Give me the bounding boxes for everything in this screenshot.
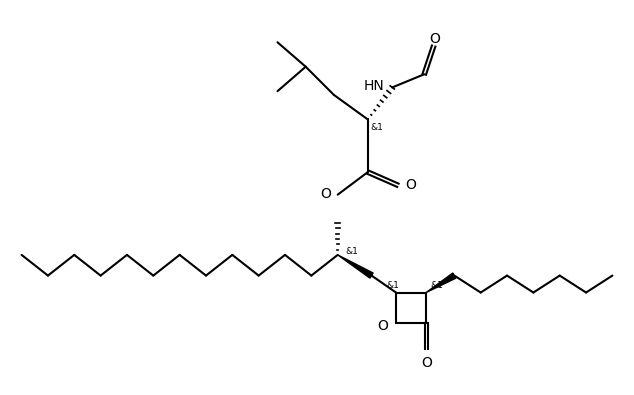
Text: &1: &1: [430, 281, 443, 290]
Text: O: O: [405, 177, 417, 192]
Text: &1: &1: [371, 123, 384, 132]
Text: O: O: [429, 32, 440, 45]
Text: &1: &1: [346, 246, 358, 256]
Text: O: O: [422, 357, 432, 371]
Polygon shape: [338, 255, 373, 278]
Polygon shape: [426, 273, 456, 293]
Text: O: O: [377, 319, 388, 333]
Text: HN: HN: [363, 79, 384, 92]
Text: &1: &1: [387, 281, 399, 290]
Text: O: O: [320, 187, 331, 201]
